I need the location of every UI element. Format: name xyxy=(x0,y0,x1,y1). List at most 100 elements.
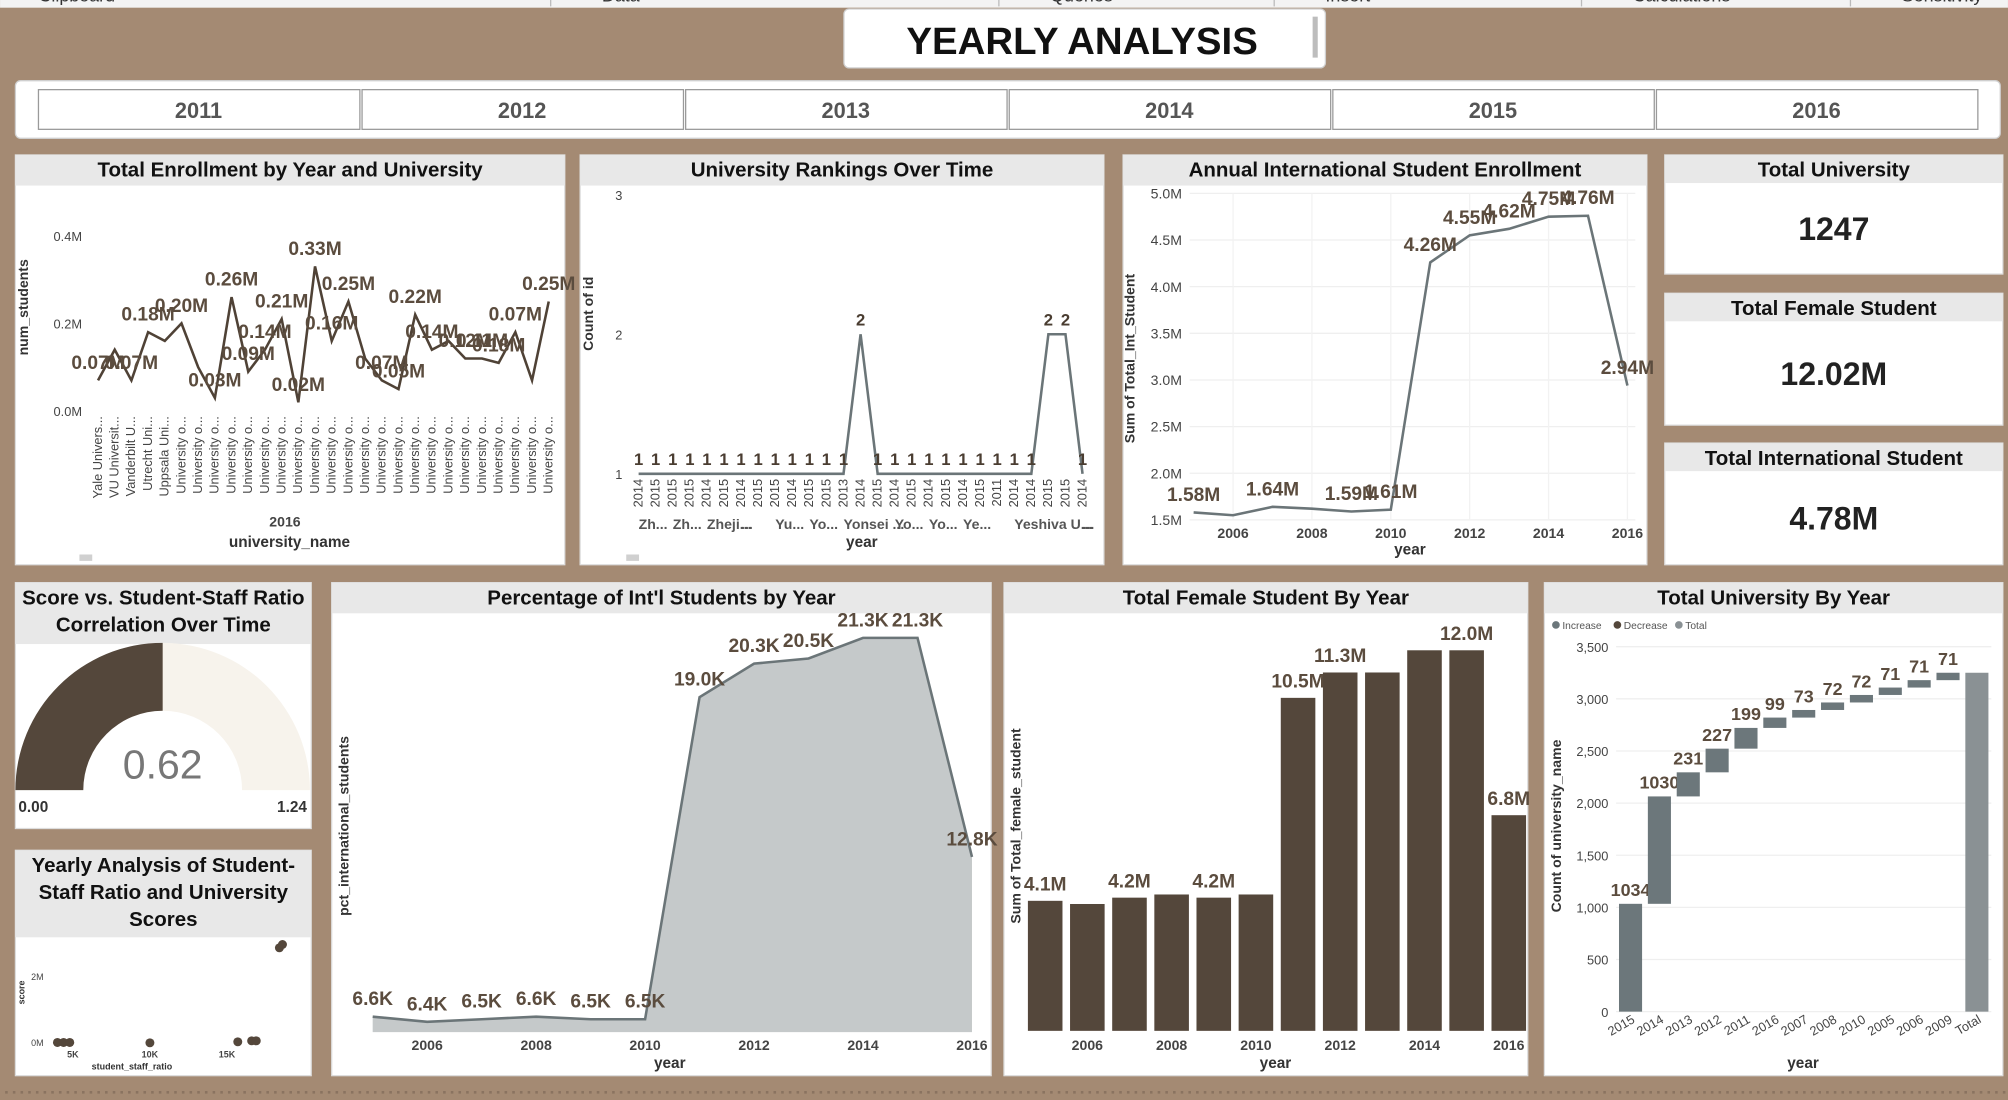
slicer-button[interactable] xyxy=(685,88,1008,130)
data-label: 6.6K xyxy=(352,989,393,1010)
bar xyxy=(1407,650,1442,1031)
data-label: 4.76M xyxy=(1561,188,1614,209)
data-label: 0.14M xyxy=(238,322,291,343)
header-scroll xyxy=(1312,16,1318,58)
bar xyxy=(1491,815,1527,1031)
y-tick-label: 0.2M xyxy=(54,317,82,332)
slicer-label[interactable]: 2015 xyxy=(1469,98,1517,123)
bar xyxy=(1027,900,1063,1031)
data-label: 99 xyxy=(1765,694,1785,714)
data-label: 1 xyxy=(822,450,831,469)
slicer-button[interactable] xyxy=(361,88,685,130)
x-tick-label: 2014 xyxy=(1006,479,1021,507)
y-tick-label: 2,000 xyxy=(1576,796,1608,811)
data-label: 1034 xyxy=(1611,880,1651,900)
x-tick-label: 2006 xyxy=(1072,1037,1103,1053)
slicer-label[interactable]: 2016 xyxy=(1792,98,1840,123)
bar xyxy=(1070,903,1105,1031)
slicer-label[interactable]: 2014 xyxy=(1145,98,1193,123)
x-group-label: Yeshiva U... xyxy=(1014,516,1092,532)
y-axis-title: score xyxy=(16,980,26,1004)
x-tick-label: University o... xyxy=(257,416,272,494)
data-label: 1 xyxy=(924,450,933,469)
waterfall-bar xyxy=(1763,717,1787,728)
data-label: 12.8K xyxy=(946,829,997,850)
y-tick-label: 0 xyxy=(1601,1005,1608,1020)
slicer-label[interactable]: 2013 xyxy=(822,98,870,123)
bar xyxy=(1449,650,1484,1031)
slicer-button[interactable] xyxy=(1655,88,1979,130)
chart-title: University Rankings Over Time xyxy=(580,154,1104,186)
x-axis-title: student_staff_ratio xyxy=(92,1061,173,1071)
legend-label: Increase xyxy=(1562,621,1602,632)
data-label: 0.33M xyxy=(288,239,341,260)
data-label: 0.14M xyxy=(405,322,458,343)
data-label: 1 xyxy=(873,450,882,469)
x-tick-label: 2015 xyxy=(716,479,731,507)
x-tick-label: 10K xyxy=(142,1050,159,1060)
x-tick-label: University o... xyxy=(507,416,522,494)
y-tick-label: 1.5M xyxy=(1151,512,1182,528)
chart-title-wrap: University Rankings Over Time xyxy=(580,154,1104,186)
x-tick-label: University o... xyxy=(541,416,556,494)
slicer-label[interactable]: 2011 xyxy=(175,98,222,123)
data-label: 0.05M xyxy=(372,362,425,383)
x-tick-label: University o... xyxy=(474,416,489,494)
x-tick-label: 2011 xyxy=(989,479,1004,507)
x-tick-label: 2010 xyxy=(1375,525,1406,541)
data-label: 72 xyxy=(1851,671,1871,691)
data-label: 1 xyxy=(805,450,814,469)
scatter-point xyxy=(52,1037,62,1047)
data-label: 0.22M xyxy=(389,287,442,308)
slicer-button[interactable] xyxy=(1332,88,1655,130)
x-tick-label: 5K xyxy=(67,1050,79,1060)
x-tick-label: VU Universit... xyxy=(107,416,122,498)
data-label: 1 xyxy=(736,450,745,469)
data-label: 1.61M xyxy=(1364,482,1417,503)
x-tick-label: 2016 xyxy=(956,1037,987,1053)
data-label: 1 xyxy=(719,450,728,469)
data-label: 2.94M xyxy=(1601,358,1654,379)
ribbon-label: Data xyxy=(602,0,640,5)
data-label: 0.09M xyxy=(222,344,275,365)
x-group-label: Yo... xyxy=(809,516,838,532)
x-tick-label: 2014 xyxy=(955,479,970,507)
data-label: 1 xyxy=(788,450,797,469)
data-label: 71 xyxy=(1880,664,1900,684)
gauge-value-label: 0.62 xyxy=(123,742,203,788)
card-value: 1247 xyxy=(1798,211,1869,247)
data-label: 71 xyxy=(1938,649,1958,669)
x-tick-label: 2015 xyxy=(904,479,919,507)
x-tick-label: 2016 xyxy=(1612,525,1643,541)
slicer-button[interactable] xyxy=(37,88,361,130)
x-tick-label: University o... xyxy=(290,416,305,494)
y-tick-label: 2.0M xyxy=(1151,465,1182,481)
data-label: 0.20M xyxy=(155,296,208,317)
data-label: 199 xyxy=(1731,704,1761,724)
x-tick-label: 2014 xyxy=(1409,1037,1440,1053)
legend-swatch xyxy=(1552,621,1560,629)
x-group-label: Yonsei ... xyxy=(844,516,905,532)
data-label: 0.26M xyxy=(205,270,258,291)
chart-title: Yearly Analysis of Student-Staff Ratio a… xyxy=(15,850,312,938)
data-label: 2 xyxy=(1061,310,1070,329)
chart-title-wrap: Yearly Analysis of Student-Staff Ratio a… xyxy=(15,850,312,938)
chart-title: Score vs. Student-Staff Ratio Correlatio… xyxy=(15,582,312,645)
bar xyxy=(1112,897,1147,1031)
slicer-button[interactable] xyxy=(1008,88,1332,130)
data-label: 1 xyxy=(754,450,763,469)
data-label: 21.3K xyxy=(892,610,943,631)
x-group-label: Zh... xyxy=(639,516,668,532)
x-axis-title: year xyxy=(1787,1055,1819,1072)
chart-title: Total Female Student By Year xyxy=(1004,582,1528,614)
data-label: 0.03M xyxy=(188,370,241,391)
y-tick-label: 0.0M xyxy=(54,404,82,419)
ribbon-label: Calculations xyxy=(1633,0,1731,5)
data-label: 6.8M xyxy=(1487,789,1530,810)
slicer-label[interactable]: 2012 xyxy=(498,98,546,123)
y-tick-label: 3.5M xyxy=(1151,325,1182,341)
ribbon-label: Queries xyxy=(1050,0,1113,5)
area-fill xyxy=(372,637,972,1033)
